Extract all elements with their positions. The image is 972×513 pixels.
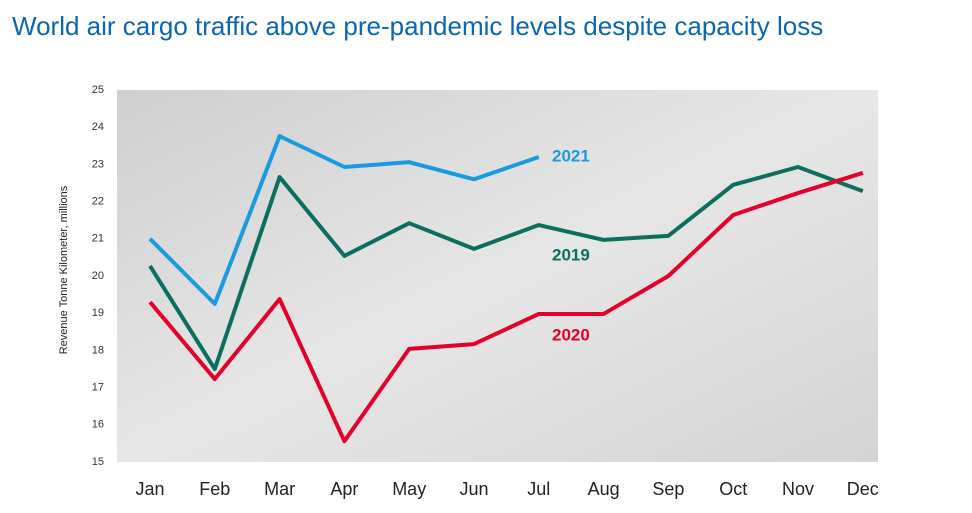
x-tick-label: Aug [588,479,620,499]
x-tick-label: May [392,479,426,499]
x-tick-label: Jun [459,479,488,499]
y-tick-label: 21 [92,233,104,245]
x-tick-label: Dec [847,479,879,499]
x-tick-label: Sep [652,479,684,499]
y-tick-label: 18 [92,344,104,356]
x-tick-label: Mar [264,479,295,499]
series-line [148,165,864,371]
y-axis-label: Revenue Tonne Kilometer, millions [58,185,70,354]
x-tick-label: Feb [199,479,230,499]
chart-title: World air cargo traffic above pre-pandem… [12,11,823,41]
y-tick-label: 17 [92,382,104,394]
y-tick-label: 16 [92,419,104,431]
y-tick-label: 24 [92,121,104,133]
x-tick-label: Oct [719,479,747,499]
series-label: 2020 [552,325,590,344]
series-line [148,134,540,306]
x-tick-label: Apr [330,479,358,499]
x-tick-label: Jan [135,479,164,499]
y-tick-label: 23 [92,158,104,170]
y-tick-label: 19 [92,307,104,319]
y-tick-label: 22 [92,196,104,208]
series-label: 2021 [552,146,590,165]
x-tick-label: Jul [527,479,550,499]
x-tick-label: Nov [782,479,814,499]
y-tick-label: 25 [92,84,104,96]
y-tick-label: 15 [92,456,104,468]
background-photo [117,90,878,462]
y-tick-label: 20 [92,270,104,282]
series-line [148,171,864,444]
series-label: 2019 [552,245,590,264]
